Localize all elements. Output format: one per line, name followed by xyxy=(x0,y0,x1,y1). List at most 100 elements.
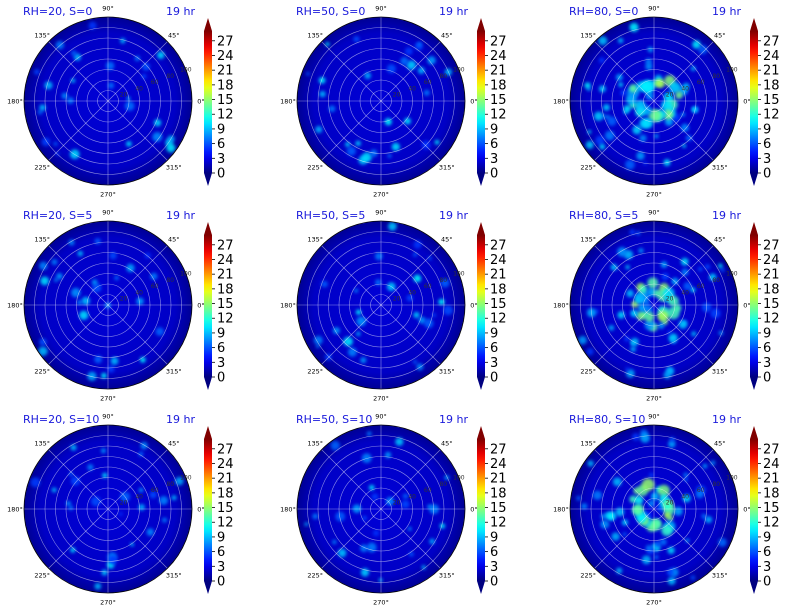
field-blob xyxy=(406,60,417,70)
field-blob xyxy=(68,505,74,511)
field-blob xyxy=(660,261,668,269)
field-blob xyxy=(413,274,422,283)
angle-tick-label: 270° xyxy=(646,395,662,403)
field-blob xyxy=(429,538,436,545)
colorbar-tick-label: 24 xyxy=(490,49,507,64)
field-blob xyxy=(617,37,624,44)
field-blob xyxy=(94,582,102,590)
grid-spoke xyxy=(107,449,168,510)
colorbar-tick-label: 18 xyxy=(217,78,234,93)
colorbar-tick-label: 9 xyxy=(490,530,498,545)
colorbar-extend-max xyxy=(477,18,485,31)
field-blob xyxy=(624,336,630,342)
angle-tick-label: 270° xyxy=(373,395,389,403)
grid-spoke xyxy=(48,304,109,365)
field-blob xyxy=(118,512,123,516)
polar-outline xyxy=(296,220,466,390)
field-blob xyxy=(332,327,340,335)
colorbar-tick-label: 15 xyxy=(490,93,507,108)
grid-spoke xyxy=(107,245,168,306)
colorbar-tick-label: 3 xyxy=(217,560,225,575)
field-blob xyxy=(623,104,631,113)
field-blob xyxy=(698,44,708,55)
colorbar-gradient xyxy=(750,235,758,377)
field-blob xyxy=(587,129,592,134)
angle-tick-label: 180° xyxy=(7,302,23,310)
colorbar-tick-label: 18 xyxy=(490,486,507,501)
field-blob xyxy=(161,517,168,523)
field-blob xyxy=(671,339,676,344)
radial-tick-label: 20 xyxy=(120,500,128,507)
field-blob xyxy=(692,40,701,49)
radial-tick-label: 20 xyxy=(393,92,401,99)
radial-tick-label: 80 xyxy=(166,481,174,488)
angle-tick-label: 0° xyxy=(470,302,477,310)
grid-spoke xyxy=(653,245,714,306)
radial-tick-label: 40 xyxy=(681,493,689,500)
field-blob xyxy=(316,344,320,348)
field-blob xyxy=(37,109,43,115)
colorbar-tick-label: 27 xyxy=(763,238,780,253)
ring-blob xyxy=(666,515,674,522)
colorbar-tick-label: 9 xyxy=(217,326,225,341)
angle-tick-label: 135° xyxy=(34,32,50,40)
field-blob xyxy=(130,542,135,547)
field-blob xyxy=(598,85,606,93)
field-blobs xyxy=(38,238,165,381)
field-blob xyxy=(364,72,372,79)
angle-tick-label: 225° xyxy=(580,163,596,171)
field-blob xyxy=(645,544,653,552)
panel-title: RH=50, S=5 xyxy=(296,209,365,222)
field-blob xyxy=(138,487,144,493)
field-blob xyxy=(304,522,309,526)
colorbar-tick-label: 24 xyxy=(763,457,780,472)
colorbar-gradient xyxy=(477,235,485,377)
colorbar-tick-label: 0 xyxy=(763,167,771,182)
field-blob xyxy=(638,248,644,254)
polar-grid xyxy=(569,424,739,594)
radial-tick-label: 20 xyxy=(393,296,401,303)
field-blob xyxy=(632,125,642,135)
field-blob xyxy=(125,140,132,147)
time-label: 19 hr xyxy=(439,5,468,18)
field-blob xyxy=(44,81,53,90)
radial-tick-label: 60 xyxy=(151,79,159,86)
radial-tick-label: 40 xyxy=(681,85,689,92)
field-blob xyxy=(641,555,651,565)
angle-tick-label: 0° xyxy=(197,302,204,310)
grid-spoke xyxy=(321,41,382,102)
time-label: 19 hr xyxy=(166,209,195,222)
polar-outline xyxy=(296,16,466,186)
field-blob xyxy=(443,305,453,316)
grid-spoke xyxy=(594,245,655,306)
ring-blob xyxy=(634,100,646,112)
field-blob xyxy=(325,42,330,47)
field-blob xyxy=(720,267,726,273)
field-blob xyxy=(70,547,76,553)
field-blob xyxy=(101,569,108,576)
field-blob xyxy=(626,289,634,298)
field-blob xyxy=(718,263,723,269)
colorbar-tick-label: 24 xyxy=(490,457,507,472)
angle-tick-label: 90° xyxy=(102,209,114,217)
field-blobs xyxy=(306,35,453,165)
grid-spoke xyxy=(594,508,655,569)
colorbar-tick-label: 27 xyxy=(763,34,780,49)
field-blob xyxy=(335,511,346,522)
field-blob xyxy=(108,555,118,565)
ring-blob xyxy=(675,91,683,100)
colorbar-tick-label: 27 xyxy=(217,238,234,253)
angle-tick-label: 270° xyxy=(646,599,662,607)
field-blob xyxy=(595,135,605,145)
field-blob xyxy=(90,496,101,507)
field-blob xyxy=(120,38,126,44)
angle-tick-label: 135° xyxy=(580,236,596,244)
field-blob xyxy=(605,114,610,120)
field-blob xyxy=(318,76,326,84)
grid-spoke xyxy=(48,508,109,569)
radial-tick-label: 80 xyxy=(712,73,720,80)
field-blob xyxy=(39,104,46,111)
